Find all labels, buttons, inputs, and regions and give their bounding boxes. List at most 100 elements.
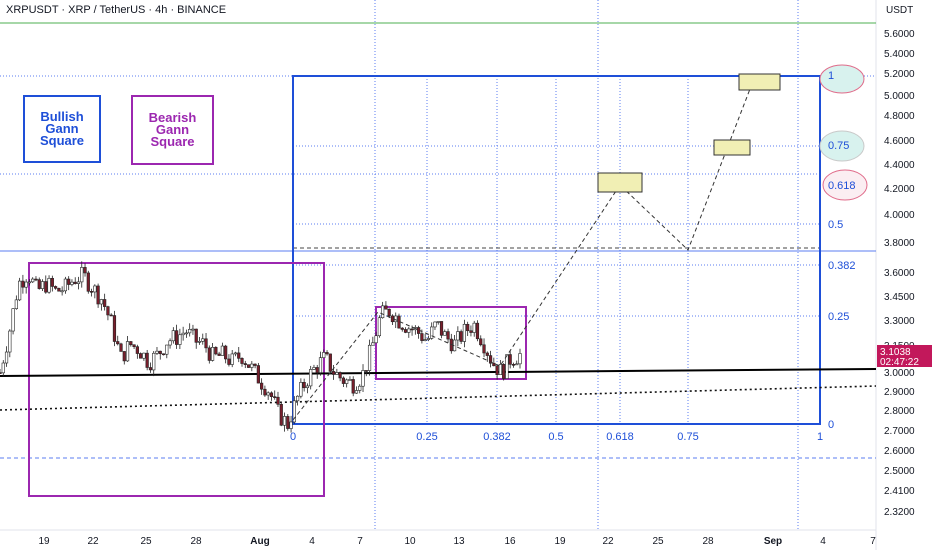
bullish-legend-box: Bullish Gann Square <box>23 95 101 163</box>
candle-body <box>498 364 502 375</box>
y-tick-label: 5.0000 <box>884 91 915 102</box>
candle-body <box>482 344 486 354</box>
y-tick-label: 4.0000 <box>884 210 915 221</box>
candle-body <box>57 287 61 292</box>
candle-body <box>299 382 303 397</box>
candle-body <box>256 365 260 384</box>
candle-body <box>158 350 162 355</box>
candle-body <box>273 396 277 398</box>
candle-body <box>312 367 316 370</box>
candle-body <box>466 323 470 332</box>
candle-body <box>161 353 166 356</box>
candle-body <box>197 341 202 343</box>
candle-body <box>8 330 12 353</box>
candle-body <box>358 385 362 391</box>
gann-grid <box>0 76 820 424</box>
candle-body <box>233 352 238 355</box>
y-tick-label: 2.7000 <box>884 426 915 437</box>
candlestick-series <box>0 261 522 433</box>
target-box-1[interactable] <box>738 73 781 91</box>
candle-body <box>384 305 388 310</box>
y-tick-label: 3.4500 <box>884 292 915 303</box>
x-tick-label: 13 <box>453 536 465 547</box>
candle-body <box>318 357 323 373</box>
candle-body <box>403 329 408 333</box>
candle-body <box>269 392 274 397</box>
candle-body <box>63 278 68 292</box>
candle-body <box>178 334 182 345</box>
candle-body <box>1 362 5 374</box>
x-tick-label: 28 <box>190 536 202 547</box>
y-tick-label: 3.6000 <box>884 268 915 279</box>
x-tick-label: 7 <box>870 536 876 547</box>
y-tick-label: 2.5000 <box>884 466 915 477</box>
y-tick-label: 2.9000 <box>884 387 915 398</box>
candle-body <box>217 353 221 356</box>
candle-body <box>439 321 444 336</box>
dotted-trendline <box>0 385 877 411</box>
gann-y-label: 1 <box>828 70 834 82</box>
gann-x-label: 0 <box>290 431 296 443</box>
x-tick-label: 28 <box>702 536 714 547</box>
candle-body <box>119 343 123 352</box>
candle-body <box>335 372 339 375</box>
gann-y-label: 0.75 <box>828 140 849 152</box>
gann-x-label: 0.75 <box>677 431 698 443</box>
candle-body <box>237 352 241 359</box>
candle-body <box>374 335 378 344</box>
candle-body <box>508 354 512 365</box>
candle-body <box>250 363 254 368</box>
target-box-075[interactable] <box>713 139 751 156</box>
x-tick-label: 19 <box>38 536 50 547</box>
currency-label: USDT <box>886 5 914 16</box>
candle-body <box>459 331 463 342</box>
candle-body <box>475 322 480 340</box>
candle-body <box>485 352 489 356</box>
gann-y-label: 0.25 <box>828 311 849 323</box>
candle-body <box>89 291 94 293</box>
candle-body <box>96 285 100 305</box>
gann-x-label: 1 <box>817 431 823 443</box>
y-tick-label: 5.2000 <box>884 69 915 80</box>
candle-body <box>430 326 434 339</box>
gann-y-label: 0 <box>828 419 834 431</box>
candle-body <box>246 364 251 368</box>
candle-body <box>443 331 447 336</box>
x-tick-label: 22 <box>602 536 614 547</box>
candle-body <box>502 364 506 379</box>
x-tick-label: Aug <box>250 536 269 547</box>
candle-body <box>472 322 476 333</box>
gann-x-label: 0.25 <box>416 431 437 443</box>
gann-x-label: 0.382 <box>483 431 511 443</box>
target-box-0618[interactable] <box>597 172 643 193</box>
x-tick-label: 7 <box>357 536 363 547</box>
candle-body <box>214 347 218 355</box>
candle-body <box>515 363 519 366</box>
bearish-legend-label: Bearish Gann Square <box>148 110 197 149</box>
gann-x-label: 0.5 <box>548 431 563 443</box>
gann-y-label: 0.382 <box>828 260 856 272</box>
candle-body <box>86 272 90 292</box>
gann-level-marker-0618 <box>822 169 868 201</box>
candle-body <box>286 416 290 429</box>
price-axis: 5.6000 5.4000 5.2000 5.0000 4.8000 4.6000 4.40… <box>884 29 915 518</box>
candle-body <box>27 281 32 284</box>
bullish-gann-square[interactable] <box>292 75 821 425</box>
bearish-legend-box: Bearish Gann Square <box>131 95 214 165</box>
candle-body <box>400 327 404 330</box>
candle-body <box>296 395 300 402</box>
candle-body <box>511 364 516 366</box>
candle-body <box>171 330 175 342</box>
candle-body <box>168 340 172 346</box>
candle-body <box>410 328 414 331</box>
candle-body <box>338 372 342 379</box>
candle-body <box>139 353 143 359</box>
candle-body <box>420 333 424 341</box>
y-tick-label: 4.4000 <box>884 160 915 171</box>
bearish-gann-square-large[interactable] <box>28 262 325 497</box>
y-tick-label: 3.8000 <box>884 238 915 249</box>
gann-level-marker-075 <box>819 130 865 162</box>
candle-body <box>50 278 54 287</box>
candle-body <box>220 345 224 356</box>
